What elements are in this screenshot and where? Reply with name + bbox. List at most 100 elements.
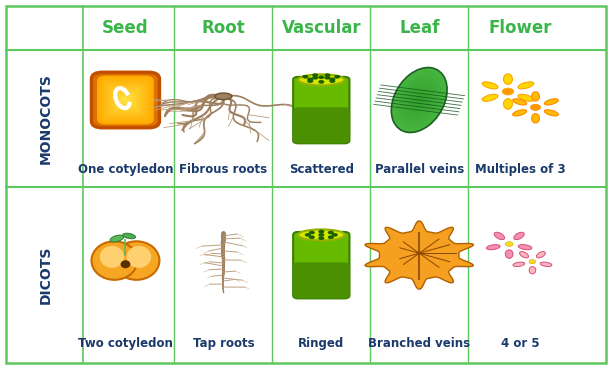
Circle shape — [529, 260, 536, 264]
Circle shape — [318, 236, 324, 240]
FancyBboxPatch shape — [100, 79, 151, 121]
Circle shape — [328, 231, 334, 235]
Ellipse shape — [393, 70, 446, 130]
Ellipse shape — [215, 93, 232, 99]
FancyBboxPatch shape — [103, 81, 148, 119]
Ellipse shape — [544, 99, 558, 105]
FancyBboxPatch shape — [119, 95, 132, 105]
Ellipse shape — [536, 251, 545, 258]
FancyBboxPatch shape — [116, 92, 135, 108]
Text: Flower: Flower — [488, 18, 552, 37]
Ellipse shape — [113, 241, 159, 280]
Text: MONOCOTS: MONOCOTS — [39, 73, 53, 164]
FancyBboxPatch shape — [105, 82, 146, 118]
FancyBboxPatch shape — [120, 96, 131, 104]
Ellipse shape — [391, 68, 447, 132]
Ellipse shape — [100, 246, 124, 268]
Polygon shape — [365, 221, 474, 289]
Ellipse shape — [298, 74, 345, 86]
Circle shape — [324, 73, 330, 77]
Text: Ringed: Ringed — [298, 338, 345, 350]
Circle shape — [302, 75, 308, 79]
Circle shape — [318, 80, 324, 84]
Ellipse shape — [416, 96, 423, 104]
FancyBboxPatch shape — [121, 97, 130, 103]
Circle shape — [308, 231, 315, 235]
Text: One cotyledon: One cotyledon — [78, 163, 173, 176]
Circle shape — [318, 76, 324, 79]
FancyBboxPatch shape — [112, 89, 139, 111]
Ellipse shape — [494, 232, 504, 240]
Ellipse shape — [513, 262, 524, 266]
FancyBboxPatch shape — [105, 83, 146, 117]
Ellipse shape — [504, 99, 512, 109]
Ellipse shape — [121, 260, 130, 268]
Ellipse shape — [412, 91, 427, 109]
Text: Seed: Seed — [102, 18, 149, 37]
Circle shape — [329, 77, 335, 81]
Circle shape — [318, 230, 324, 233]
Text: Leaf: Leaf — [399, 18, 439, 37]
FancyBboxPatch shape — [109, 86, 142, 114]
Ellipse shape — [482, 94, 498, 101]
Ellipse shape — [298, 229, 345, 240]
Text: Two cotyledon: Two cotyledon — [78, 338, 173, 350]
FancyBboxPatch shape — [101, 79, 150, 121]
Circle shape — [318, 233, 324, 237]
Text: Parallel veins: Parallel veins — [375, 163, 464, 176]
Ellipse shape — [405, 83, 434, 117]
FancyBboxPatch shape — [102, 80, 149, 120]
Text: Root: Root — [201, 18, 245, 37]
Ellipse shape — [504, 74, 512, 84]
FancyBboxPatch shape — [106, 84, 144, 116]
Ellipse shape — [506, 250, 513, 258]
FancyBboxPatch shape — [293, 232, 349, 298]
Ellipse shape — [406, 85, 432, 115]
Text: Branched veins: Branched veins — [368, 338, 470, 350]
Ellipse shape — [414, 94, 425, 106]
Circle shape — [502, 88, 513, 95]
FancyBboxPatch shape — [111, 88, 140, 112]
Ellipse shape — [403, 80, 436, 120]
Ellipse shape — [529, 266, 536, 274]
Ellipse shape — [91, 241, 137, 280]
Ellipse shape — [513, 110, 527, 116]
Text: DICOTS: DICOTS — [39, 246, 53, 305]
Ellipse shape — [123, 233, 135, 239]
Ellipse shape — [110, 235, 124, 242]
Circle shape — [334, 75, 340, 79]
FancyBboxPatch shape — [115, 91, 136, 109]
FancyBboxPatch shape — [122, 97, 129, 103]
Circle shape — [506, 242, 513, 246]
Ellipse shape — [532, 114, 539, 123]
Ellipse shape — [518, 244, 532, 250]
Circle shape — [312, 76, 318, 80]
Circle shape — [332, 233, 338, 237]
Ellipse shape — [401, 79, 438, 121]
Ellipse shape — [520, 251, 529, 258]
Ellipse shape — [487, 244, 500, 250]
Circle shape — [307, 79, 313, 83]
FancyBboxPatch shape — [97, 76, 154, 124]
Ellipse shape — [532, 92, 539, 101]
Text: Scattered: Scattered — [289, 163, 354, 176]
Circle shape — [531, 104, 540, 110]
FancyBboxPatch shape — [98, 76, 153, 124]
Ellipse shape — [482, 82, 498, 89]
Ellipse shape — [540, 262, 552, 266]
Ellipse shape — [395, 72, 444, 128]
Ellipse shape — [417, 98, 421, 102]
FancyBboxPatch shape — [118, 94, 133, 106]
Text: Multiples of 3: Multiples of 3 — [475, 163, 565, 176]
Text: Fibrous roots: Fibrous roots — [179, 163, 267, 176]
Ellipse shape — [518, 94, 534, 101]
Circle shape — [308, 235, 315, 239]
FancyBboxPatch shape — [118, 94, 133, 106]
Circle shape — [329, 79, 335, 83]
FancyBboxPatch shape — [92, 72, 159, 128]
FancyBboxPatch shape — [104, 81, 147, 119]
Ellipse shape — [544, 110, 558, 116]
FancyBboxPatch shape — [116, 93, 135, 107]
Ellipse shape — [513, 99, 527, 105]
Ellipse shape — [410, 89, 428, 111]
